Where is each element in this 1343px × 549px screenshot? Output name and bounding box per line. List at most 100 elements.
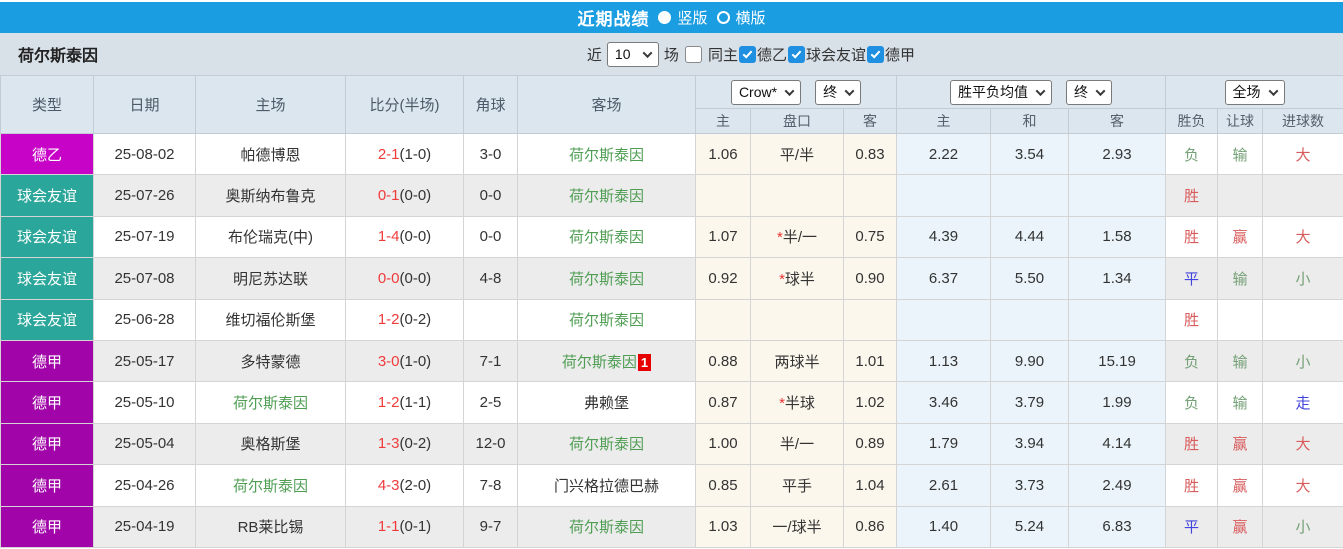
away-team-link[interactable]: 荷尔斯泰因 (569, 188, 644, 205)
filter-checkbox-label[interactable]: 德乙 (757, 44, 787, 65)
rank-badge: 1 (638, 354, 651, 371)
radio-selected-icon[interactable] (658, 11, 671, 24)
avg-home-cell: 2.61 (897, 465, 991, 506)
filter-checkbox-德甲[interactable] (867, 46, 884, 63)
fulltime-score: 1-2 (378, 311, 400, 328)
scope-select[interactable]: 全场 (1225, 80, 1285, 105)
filter-checkbox-label[interactable]: 同主 (708, 44, 738, 65)
corner-cell: 2-5 (464, 382, 518, 423)
away-team-link[interactable]: 荷尔斯泰因 (569, 312, 644, 329)
recent-count-select[interactable]: 10 (607, 42, 659, 67)
halftime-score: (0-0) (400, 228, 432, 245)
corner-cell: 0-0 (464, 216, 518, 257)
result-handicap-cell: 赢 (1218, 216, 1263, 257)
match-date: 25-05-10 (94, 382, 196, 423)
avg-home-cell: 1.79 (897, 423, 991, 464)
away-team-link[interactable]: 门兴格拉德巴赫 (554, 478, 659, 495)
handicap-cell: 半/一 (751, 423, 844, 464)
result-handicap-cell (1218, 299, 1263, 340)
avg-away-cell: 1.34 (1069, 258, 1166, 299)
score-cell: 0-0(0-0) (346, 258, 464, 299)
avg-time-select[interactable]: 终 (1066, 80, 1112, 105)
score-cell: 0-1(0-0) (346, 175, 464, 216)
result-wdl-cell: 平 (1166, 506, 1218, 547)
col-header-corner: 角球 (464, 76, 518, 134)
away-team-link[interactable]: 荷尔斯泰因 (569, 147, 644, 164)
home-team-link[interactable]: 荷尔斯泰因 (233, 395, 308, 412)
radio-horizontal-label[interactable]: 横版 (736, 7, 766, 28)
home-team-link[interactable]: 布伦瑞克(中) (228, 229, 313, 246)
corner-cell: 7-1 (464, 340, 518, 381)
score-cell: 1-4(0-0) (346, 216, 464, 257)
avg-draw-cell: 5.50 (991, 258, 1069, 299)
home-team-link[interactable]: 奥格斯堡 (240, 436, 300, 453)
league-badge: 球会友谊 (1, 216, 94, 257)
odds-away-cell: 0.83 (844, 134, 897, 175)
result-handicap-cell (1218, 175, 1263, 216)
fulltime-score: 1-3 (378, 435, 400, 452)
fulltime-score: 1-1 (378, 518, 400, 535)
team-heading: 荷尔斯泰因 (18, 42, 98, 66)
changed-handicap-star: * (779, 395, 785, 412)
away-team-cell: 荷尔斯泰因 (518, 216, 696, 257)
layout-radio-vertical[interactable]: 竖版 (658, 7, 707, 28)
top-title-bar: 近期战绩 竖版 横版 (0, 2, 1343, 33)
layout-radio-horizontal[interactable]: 横版 (717, 7, 766, 28)
radio-unselected-icon[interactable] (717, 11, 730, 24)
home-team-link[interactable]: 多特蒙德 (240, 354, 300, 371)
away-team-link[interactable]: 荷尔斯泰因 (569, 519, 644, 536)
filter-checkbox-label[interactable]: 球会友谊 (806, 44, 866, 65)
filter-checkbox-同主[interactable] (685, 46, 702, 63)
away-team-link[interactable]: 荷尔斯泰因 (569, 436, 644, 453)
odds-away-cell: 1.01 (844, 340, 897, 381)
fulltime-score: 0-0 (378, 270, 400, 287)
changed-handicap-star: * (779, 271, 785, 288)
chevron-down-icon (1096, 86, 1106, 96)
away-team-cell: 荷尔斯泰因 (518, 423, 696, 464)
league-badge: 球会友谊 (1, 258, 94, 299)
result-wdl-cell: 负 (1166, 134, 1218, 175)
home-team-link[interactable]: 明尼苏达联 (233, 271, 308, 288)
bookmaker-select[interactable]: Crow* (731, 80, 801, 105)
odds-home-cell: 1.06 (696, 134, 751, 175)
corner-cell: 9-7 (464, 506, 518, 547)
avg-home-cell: 1.13 (897, 340, 991, 381)
avg-draw-cell: 3.73 (991, 465, 1069, 506)
filter-checkbox-球会友谊[interactable] (788, 46, 805, 63)
away-team-link[interactable]: 荷尔斯泰因 (569, 271, 644, 288)
result-wdl-cell: 胜 (1166, 423, 1218, 464)
odds-time-select[interactable]: 终 (815, 80, 861, 105)
home-team-link[interactable]: 荷尔斯泰因 (233, 478, 308, 495)
home-team-link[interactable]: 奥斯纳布鲁克 (225, 188, 315, 205)
fulltime-score: 3-0 (378, 353, 400, 370)
league-badge: 德甲 (1, 465, 94, 506)
home-team-link[interactable]: 帕德博恩 (240, 147, 300, 164)
odds-home-cell: 1.00 (696, 423, 751, 464)
avg-away-cell: 2.93 (1069, 134, 1166, 175)
filter-checkbox-德乙[interactable] (739, 46, 756, 63)
result-wdl-cell: 胜 (1166, 216, 1218, 257)
avg-odds-select[interactable]: 胜平负均值 (950, 80, 1052, 105)
odds-home-cell (696, 299, 751, 340)
radio-vertical-label[interactable]: 竖版 (677, 7, 707, 28)
col-header-home: 主场 (196, 76, 346, 134)
result-wdl-cell: 负 (1166, 382, 1218, 423)
away-team-link[interactable]: 荷尔斯泰因 (569, 229, 644, 246)
odds-group-header: Crow* 终 (696, 76, 897, 109)
home-team-link[interactable]: 维切福伦斯堡 (225, 312, 315, 329)
avg-home-cell: 6.37 (897, 258, 991, 299)
avg-draw-cell: 3.54 (991, 134, 1069, 175)
match-date: 25-07-26 (94, 175, 196, 216)
league-badge: 德甲 (1, 340, 94, 381)
away-team-link[interactable]: 荷尔斯泰因 (562, 354, 637, 371)
odds-away-cell: 1.02 (844, 382, 897, 423)
away-team-link[interactable]: 弗赖堡 (584, 395, 629, 412)
col-header-odds-away: 客 (844, 109, 897, 134)
filter-checkbox-label[interactable]: 德甲 (885, 44, 915, 65)
home-team-link[interactable]: RB莱比锡 (238, 519, 304, 536)
col-header-type: 类型 (1, 76, 94, 134)
check-icon (871, 48, 881, 58)
